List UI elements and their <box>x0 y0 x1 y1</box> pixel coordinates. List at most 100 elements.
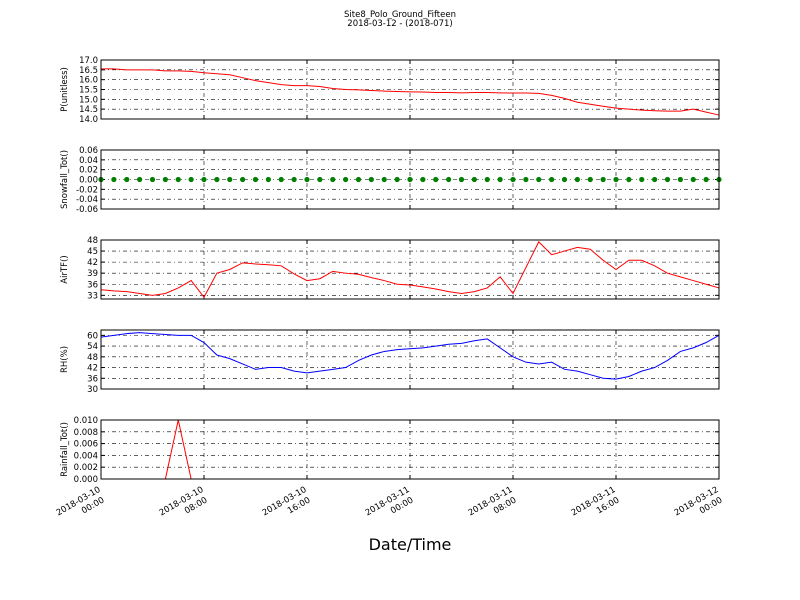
x-tick-label: 2018-03-1100:00 <box>364 485 417 528</box>
data-point <box>639 176 645 183</box>
data-point <box>149 176 156 183</box>
y-tick-label: 0.008 <box>74 428 98 438</box>
y-axis-label: Snowfall_Tot() <box>60 150 70 209</box>
y-axis-label: P(unitless) <box>60 67 70 112</box>
x-axis-label: Date/Time <box>369 535 452 554</box>
data-point <box>420 176 426 183</box>
data-point <box>175 176 181 183</box>
x-tick-label: 2018-03-1116:00 <box>570 485 623 528</box>
data-point <box>227 176 233 183</box>
y-tick-label: 48 <box>87 236 98 246</box>
y-tick-label: 0.006 <box>74 440 98 450</box>
y-tick-label: 48 <box>87 353 98 363</box>
y-tick-label: 15.0 <box>79 95 98 105</box>
y-tick-label: 36 <box>87 374 98 384</box>
y-tick-label: 30 <box>87 385 98 395</box>
data-point <box>677 176 683 183</box>
plot-frame <box>100 149 720 210</box>
x-tick-label: 2018-03-1016:00 <box>261 485 314 528</box>
data-point <box>162 176 168 183</box>
data-point <box>214 176 220 183</box>
y-tick-label: 0.06 <box>79 146 98 156</box>
y-tick-label: 45 <box>87 247 98 257</box>
data-point <box>690 176 696 183</box>
y-tick-label: 0.04 <box>79 156 98 166</box>
y-tick-label: 0.004 <box>74 451 98 461</box>
y-tick-label: 33 <box>87 291 98 301</box>
data-point <box>652 176 658 183</box>
data-point <box>188 176 194 183</box>
y-tick-label: 0.010 <box>74 416 98 426</box>
y-tick-label: 54 <box>87 342 98 352</box>
y-tick-label: 14.0 <box>79 115 98 125</box>
plot-frame <box>100 59 720 120</box>
y-tick-label: 60 <box>87 331 98 341</box>
data-point <box>317 176 323 183</box>
data-line <box>100 240 720 299</box>
y-tick-label: 16.0 <box>79 76 98 86</box>
x-tick-label: 2018-03-1008:00 <box>158 485 211 528</box>
plot-frame <box>100 329 720 390</box>
data-point <box>626 176 632 183</box>
data-point <box>343 176 349 183</box>
data-line <box>101 68 720 116</box>
data-point <box>523 176 529 183</box>
data-point <box>446 176 452 183</box>
y-tick-label: 0.000 <box>74 475 98 485</box>
data-point <box>587 176 593 183</box>
data-point <box>355 176 362 183</box>
data-point <box>574 176 580 183</box>
x-tick-label: 2018-03-1000:00 <box>55 485 108 528</box>
y-tick-label: 39 <box>87 269 98 279</box>
y-tick-label: 16.5 <box>79 66 98 76</box>
data-point <box>368 176 374 183</box>
data-point <box>137 176 143 183</box>
data-point <box>471 176 477 183</box>
y-axis-label: Rainfall_Tot() <box>60 422 70 477</box>
subtitle: 2018-03-12 - (2018-071) <box>347 19 452 29</box>
y-tick-label: 42 <box>87 258 98 268</box>
y-tick-label: 36 <box>87 280 98 290</box>
data-point <box>458 176 465 183</box>
y-tick-label: 0.002 <box>74 463 98 473</box>
data-point <box>394 176 400 183</box>
y-axis-label: RH(%) <box>60 346 70 373</box>
data-point <box>510 176 516 183</box>
data-point <box>407 176 413 183</box>
y-tick-label: 0.00 <box>79 176 98 186</box>
plot-frame <box>100 419 720 480</box>
data-line <box>100 332 720 380</box>
y-tick-label: -0.06 <box>76 205 98 215</box>
data-point <box>291 176 297 183</box>
data-point <box>484 176 490 183</box>
data-point <box>613 176 619 183</box>
data-point <box>497 176 503 183</box>
data-point <box>703 176 709 183</box>
data-point <box>433 176 439 183</box>
y-tick-label: 15.5 <box>79 86 98 96</box>
data-point <box>664 176 671 183</box>
data-point <box>381 176 387 183</box>
data-point <box>240 176 246 183</box>
y-tick-label: 14.5 <box>79 105 98 115</box>
data-point <box>124 176 130 183</box>
y-tick-label: -0.04 <box>76 195 98 205</box>
plot-frame <box>100 239 720 300</box>
x-tick-label: 2018-03-1108:00 <box>467 485 520 528</box>
data-point <box>549 176 555 183</box>
data-point <box>536 176 542 183</box>
data-point <box>111 176 117 183</box>
title: Site8_Polo_Ground_Fifteen <box>344 10 456 20</box>
y-tick-label: 0.02 <box>79 166 98 176</box>
data-point <box>278 176 284 183</box>
data-point <box>304 176 310 183</box>
data-point <box>330 176 336 183</box>
y-tick-label: 42 <box>87 364 98 374</box>
x-tick-label: 2018-03-1200:00 <box>673 485 726 528</box>
y-tick-label: -0.02 <box>76 185 98 195</box>
data-point <box>201 176 207 183</box>
y-axis-label: AirTF() <box>60 255 70 283</box>
data-point <box>265 176 271 183</box>
data-point <box>252 176 259 183</box>
